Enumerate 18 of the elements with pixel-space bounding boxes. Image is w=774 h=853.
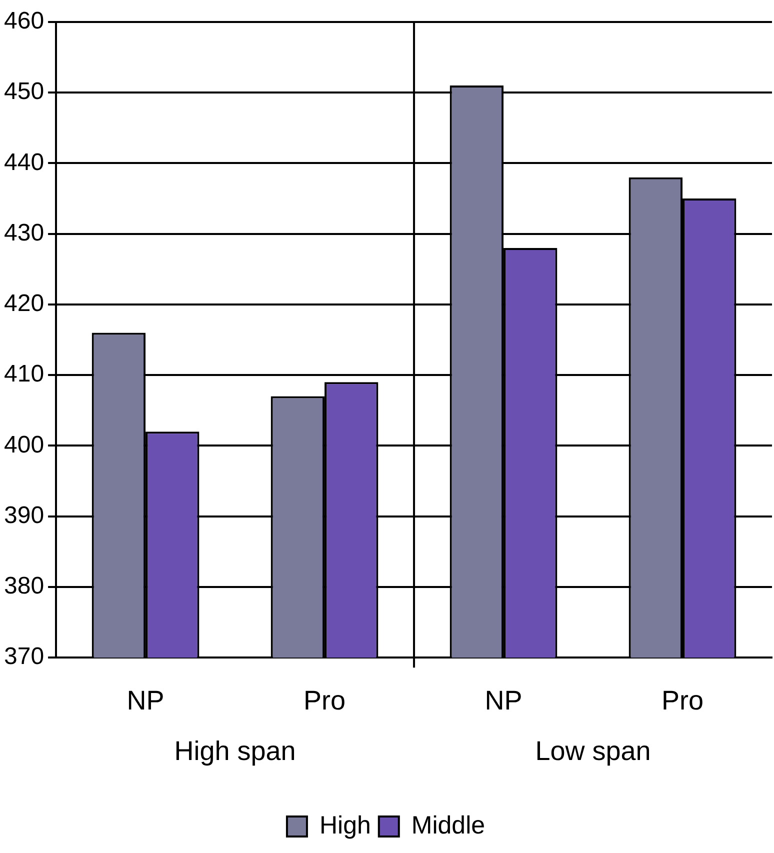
y-tick-label: 410: [4, 360, 44, 388]
y-tick-label: 420: [4, 290, 44, 318]
y-tick-label: 450: [4, 78, 44, 106]
y-tick-label: 460: [4, 8, 44, 35]
y-tick-label: 440: [4, 148, 44, 176]
x-tick-label: NP: [126, 685, 164, 716]
text: High span: [174, 736, 296, 766]
x-tick-label: Pro: [304, 685, 346, 716]
y-tick-label: 390: [4, 502, 44, 529]
x-tick-label: NP: [484, 685, 522, 716]
legend-label: Middle: [411, 811, 486, 840]
y-tick-label: 430: [4, 219, 44, 246]
y-tick-label: 400: [4, 431, 44, 458]
legend-label: High: [319, 811, 371, 840]
y-tick-label: 370: [4, 643, 44, 670]
x-tick-label: Pro: [661, 685, 704, 716]
y-tick-label: 380: [4, 572, 44, 600]
text: Low span: [535, 736, 651, 766]
